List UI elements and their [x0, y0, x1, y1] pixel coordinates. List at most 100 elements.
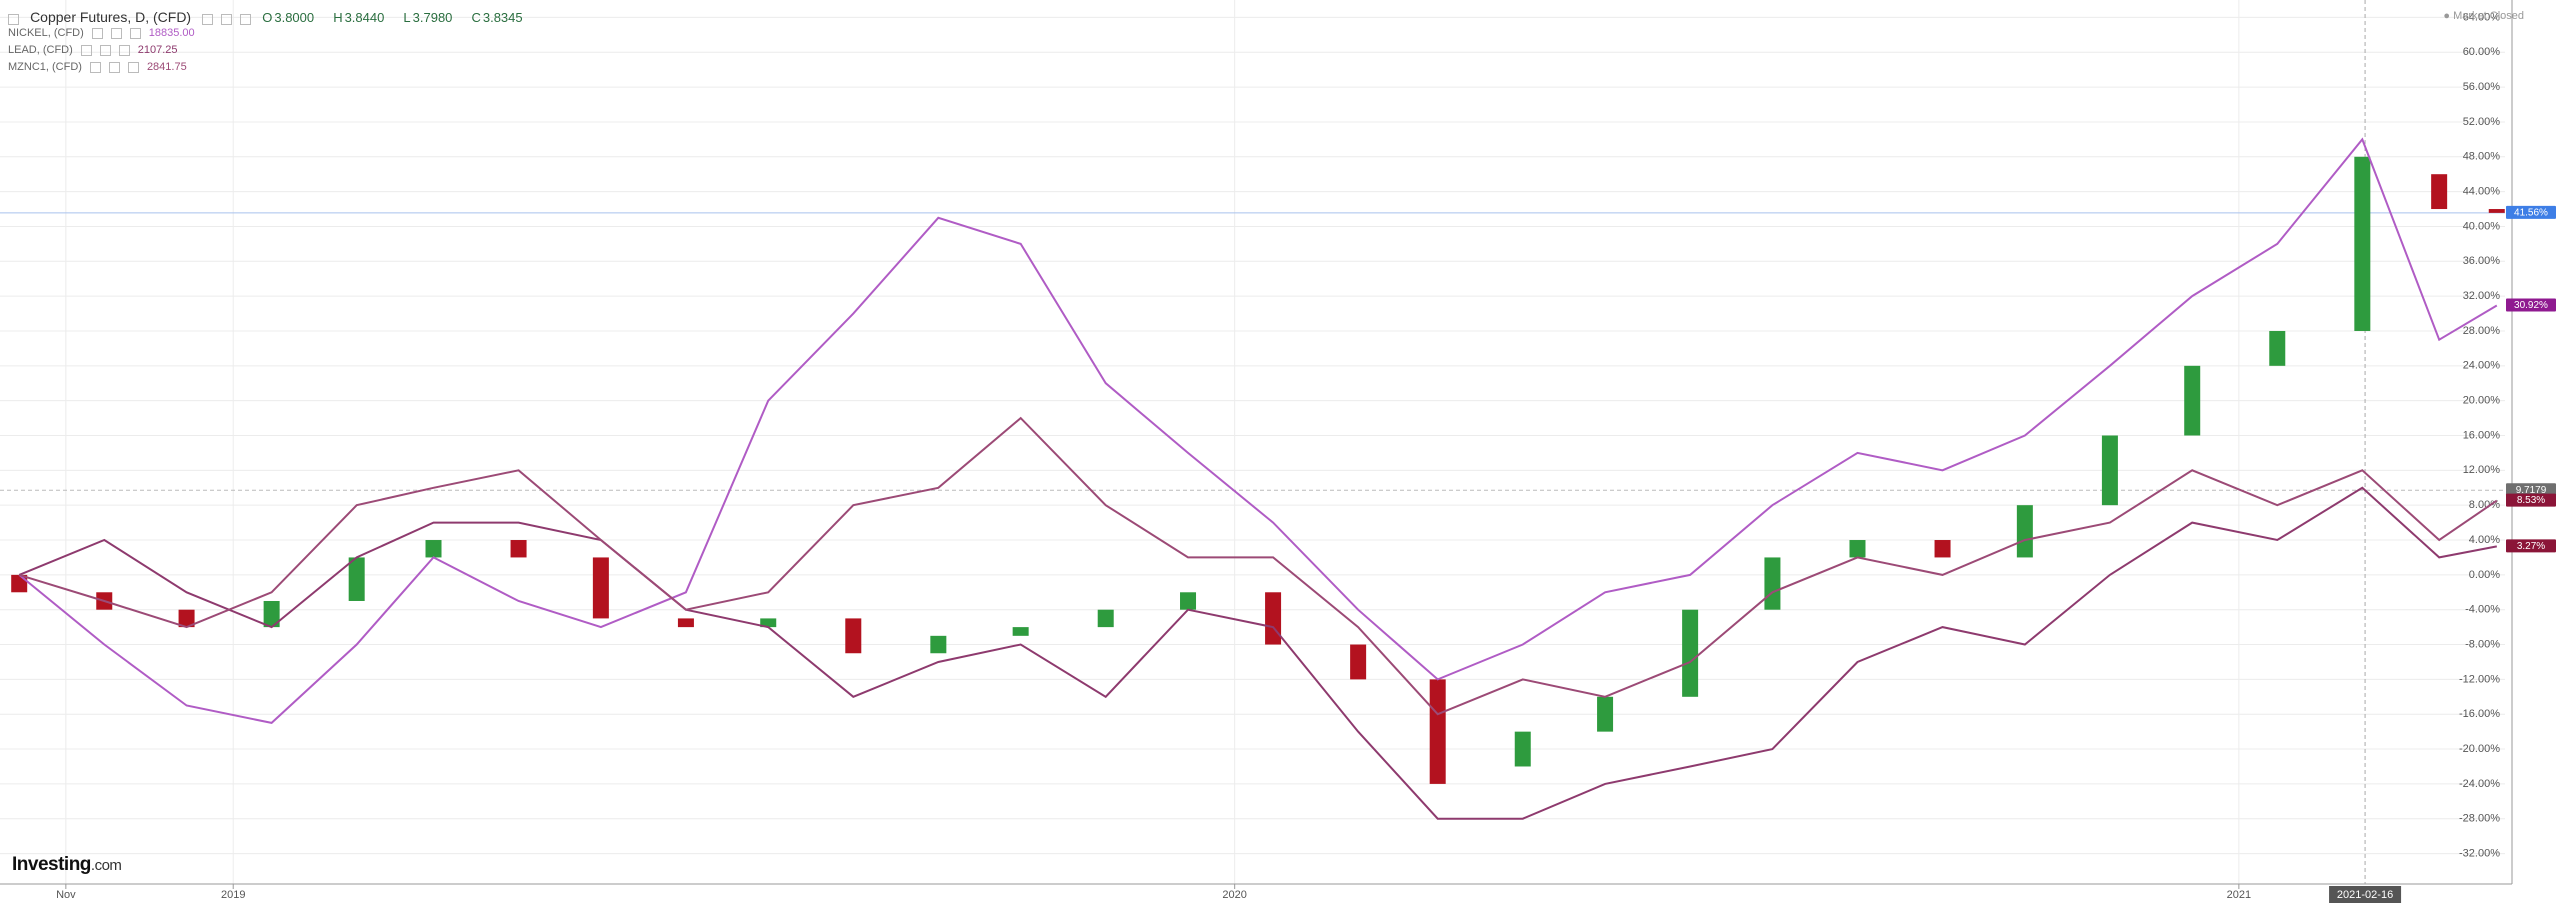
series-line [18, 137, 2498, 724]
candle-body [1097, 609, 1114, 628]
price-label-bg [2506, 205, 2556, 219]
candle-body [845, 618, 862, 654]
y-tick-label: -32.00% [2459, 847, 2500, 859]
candle-body [425, 540, 442, 558]
toggle[interactable] [8, 13, 19, 25]
candle-body [1597, 696, 1614, 732]
x-tick-label: 2019 [221, 889, 245, 901]
icon[interactable] [108, 61, 120, 73]
y-tick-label: 60.00% [2463, 46, 2501, 58]
y-tick-label: -24.00% [2459, 778, 2500, 790]
candle-body [1350, 644, 1367, 680]
icon[interactable] [202, 13, 214, 25]
y-tick-label: 12.00% [2463, 464, 2501, 476]
candle-body [1764, 557, 1781, 610]
icon[interactable] [127, 61, 139, 73]
candle-body [930, 635, 947, 654]
price-label: 8.53% [2517, 495, 2545, 506]
main-legend: Copper Futures, D, (CFD) O 3.8000 H 3.8440… [8, 9, 539, 25]
legend-value: 2841.75 [146, 61, 187, 73]
ohlc-key: H [333, 10, 343, 25]
ohlc-o: O 3.8000 [262, 10, 322, 25]
candle-body [1180, 592, 1197, 610]
ohlc-key: O [262, 10, 273, 25]
x-tick-label: 2021 [2227, 889, 2251, 901]
icon[interactable] [89, 61, 101, 73]
y-tick-label: 64.00% [2463, 11, 2501, 23]
y-tick-label: -4.00% [2465, 604, 2500, 616]
candle-body [1682, 609, 1699, 697]
y-tick-label: 4.00% [2469, 534, 2500, 546]
price-label: 41.56% [2514, 208, 2548, 219]
legend-label: NICKEL, (CFD) [8, 27, 84, 39]
price-label-bg [2506, 298, 2556, 312]
y-tick-label: 8.00% [2469, 499, 2500, 511]
price-label: 3.27% [2517, 541, 2545, 552]
ohlc-key: L [403, 10, 411, 25]
icon[interactable] [129, 27, 141, 39]
candle-body [2101, 435, 2118, 506]
legend-label: MZNC1, (CFD) [8, 61, 82, 73]
candle-body [2016, 505, 2033, 558]
y-tick-label: 36.00% [2463, 255, 2501, 267]
crosshair-label: 2021-02-16 [2337, 889, 2393, 901]
legend-entry: LEAD, (CFD) 2107.25 [8, 44, 186, 56]
legend-entry: MZNC1, (CFD) 2841.75 [8, 61, 195, 73]
candle-body [178, 609, 195, 628]
y-tick-label: 0.00% [2469, 569, 2500, 581]
y-tick-label: -8.00% [2465, 638, 2500, 650]
icon[interactable] [80, 44, 92, 56]
x-tick-label: Nov [56, 889, 76, 901]
icon[interactable] [221, 13, 233, 25]
candle-body [510, 540, 527, 558]
candle-body [1265, 592, 1282, 645]
x-tick-label: 2020 [1222, 889, 1246, 901]
candle-body [2184, 365, 2201, 436]
y-tick-label: 16.00% [2463, 429, 2501, 441]
candle-body [1514, 731, 1531, 767]
y-tick-label: 24.00% [2463, 360, 2501, 372]
y-tick-label: 20.00% [2463, 395, 2501, 407]
icon[interactable] [99, 44, 111, 56]
icon[interactable] [118, 44, 130, 56]
legend-entry: NICKEL, (CFD) 18835.00 [8, 27, 203, 39]
price-label-bg [2506, 539, 2556, 553]
candle-body [677, 618, 694, 628]
legend-value: 2107.25 [137, 44, 178, 56]
candle-body [2488, 209, 2505, 213]
y-tick-label: 32.00% [2463, 290, 2501, 302]
y-tick-label: -16.00% [2459, 708, 2500, 720]
candle-body [1849, 540, 1866, 558]
y-tick-label: 28.00% [2463, 325, 2501, 337]
chart-title: Copper Futures, D, (CFD) [30, 9, 192, 25]
price-label-bg [2506, 483, 2556, 497]
icon[interactable] [91, 27, 103, 39]
ohlc-key: C [471, 10, 481, 25]
y-tick-label: 44.00% [2463, 186, 2501, 198]
candle-body [2269, 330, 2286, 366]
candle-body [1429, 679, 1446, 784]
ohlc-h: H 3.8440 [333, 10, 392, 25]
candle-body [2354, 156, 2371, 331]
candle-body [348, 557, 365, 601]
ohlc-c: C 3.8345 [471, 10, 530, 25]
price-label-bg [2506, 493, 2556, 507]
ohlc-l: L 3.7980 [403, 10, 460, 25]
crosshair-label-bg [2329, 886, 2402, 903]
y-tick-label: -20.00% [2459, 743, 2500, 755]
y-tick-label: 56.00% [2463, 81, 2501, 93]
icon[interactable] [240, 13, 252, 25]
y-tick-label: -28.00% [2459, 813, 2500, 825]
ohlc-value: 3.7980 [412, 10, 453, 25]
icon[interactable] [110, 27, 122, 39]
logo-main: Investing [12, 854, 91, 875]
candle-body [592, 557, 609, 619]
series-line [18, 416, 2498, 716]
series-line [18, 486, 2497, 820]
price-label: 9.7179 [2516, 485, 2547, 496]
ohlc-value: 3.8345 [482, 10, 523, 25]
y-tick-label: 48.00% [2463, 151, 2501, 163]
ohlc-value: 3.8440 [344, 10, 385, 25]
y-tick-label: 52.00% [2463, 116, 2501, 128]
